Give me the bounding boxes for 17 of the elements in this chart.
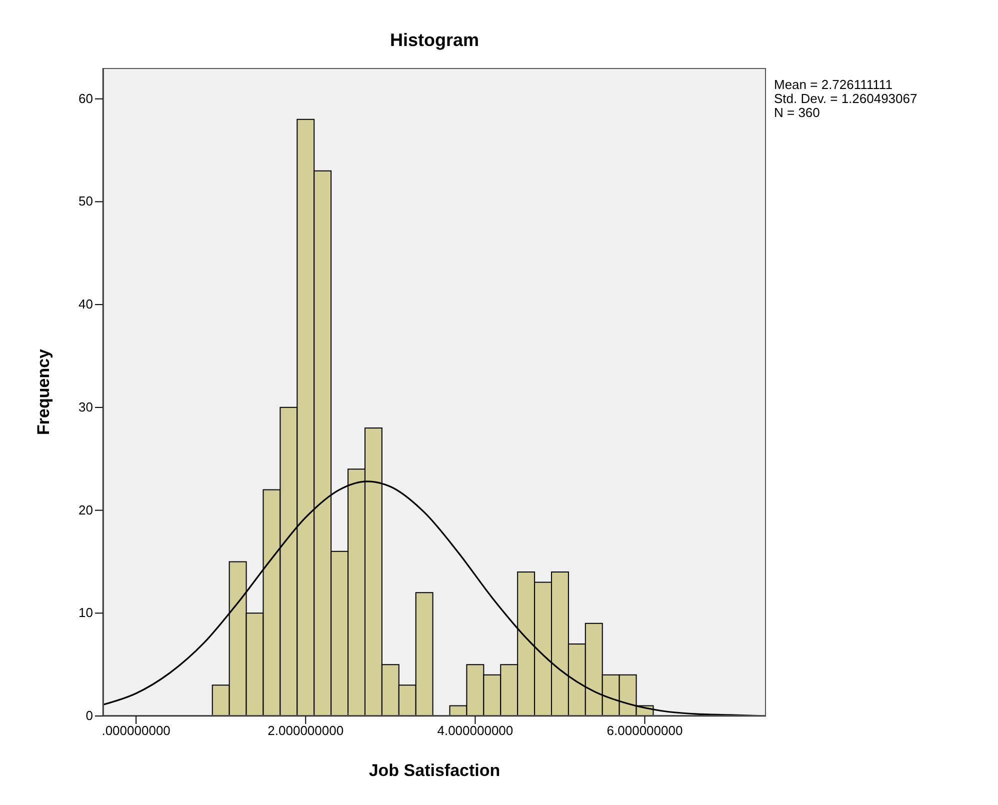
x-axis-title: Job Satisfaction — [368, 761, 500, 780]
y-tick-label: 40 — [78, 296, 93, 312]
y-tick-label: 30 — [78, 399, 93, 414]
x-tick-label: 6.000000000 — [606, 723, 683, 738]
y-tick-label: 60 — [78, 90, 93, 106]
y-tick-label: 10 — [78, 605, 93, 620]
y-tick-label: 50 — [78, 194, 93, 209]
y-axis-title: Frequency — [34, 348, 54, 435]
y-tick-label: 0 — [86, 708, 93, 723]
y-tick-label: 20 — [78, 502, 93, 518]
text: N = 360 — [774, 105, 821, 120]
x-tick-label: .000000000 — [102, 723, 170, 738]
text: Std. Dev. = 1.260493067 — [774, 91, 918, 106]
chart-title: Histogram — [388, 30, 480, 51]
text: Mean = 2.726111111 — [774, 77, 894, 92]
x-tick-label: 4.000000000 — [437, 723, 514, 738]
x-tick-label: 2.000000000 — [268, 723, 344, 738]
